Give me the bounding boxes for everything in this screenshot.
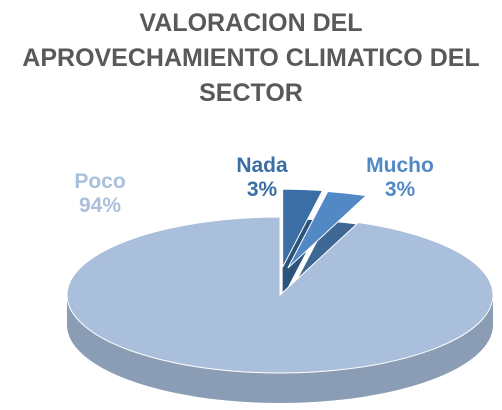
slice-label: Poco [74, 170, 125, 193]
slice-value-label: 3% [385, 178, 416, 201]
slice-side [67, 295, 493, 403]
slice-value-label: 3% [247, 178, 278, 201]
chart-title: VALORACION DEL APROVECHAMIENTO CLIMATICO… [22, 9, 480, 107]
slice-label: Mucho [366, 154, 434, 177]
slice [282, 188, 324, 268]
slice [66, 216, 494, 374]
slice [287, 190, 368, 269]
slice-label: Nada [236, 154, 288, 177]
slice-value-label: 94% [79, 194, 121, 217]
